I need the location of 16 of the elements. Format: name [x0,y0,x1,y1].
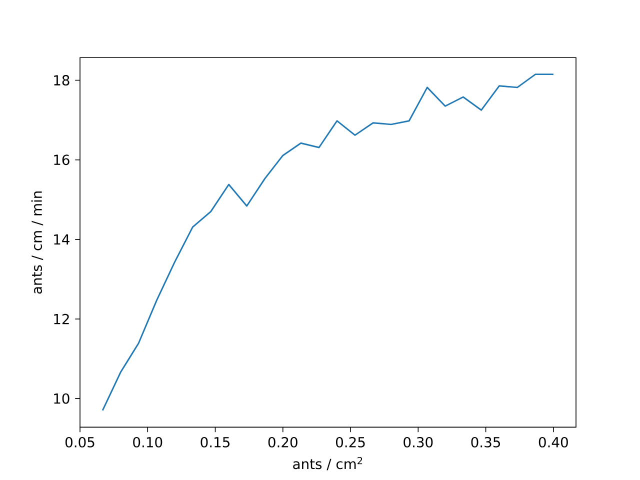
x-tick-label: 0.20 [268,436,298,448]
x-tick-label: 0.10 [133,436,162,448]
x-tick-label: 0.30 [404,436,433,448]
x-tick-label: 0.15 [200,436,230,448]
y-axis-title: ants / cm / min [31,191,44,294]
y-tick-label: 18 [54,75,70,86]
y-tick-label: 10 [54,393,70,404]
line-series [102,74,554,412]
x-tick-label: 0.25 [336,436,365,448]
x-axis-title: ants / cm$^{2}$ [293,456,362,470]
y-tick-label: 12 [54,314,69,324]
y-tick-label: 14 [54,234,70,244]
y-tick-label: 16 [54,154,70,166]
x-tick-label: 0.40 [538,436,568,448]
x-tick-label: 0.35 [471,436,500,448]
x-tick-label: 0.05 [65,436,94,448]
